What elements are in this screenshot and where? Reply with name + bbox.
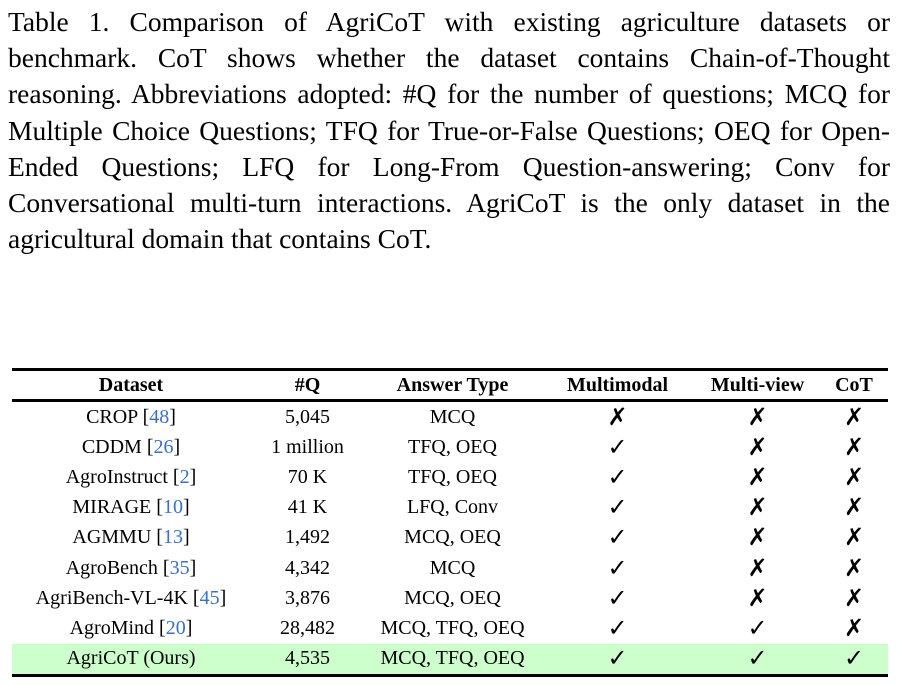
header-row: Dataset #Q Answer Type Multimodal Multi-… <box>12 369 888 401</box>
answer-type: MCQ, TFQ, OEQ <box>380 616 525 639</box>
dataset-name: AgriBench-VL-4K <box>35 586 188 609</box>
multiview-mark: ✓ <box>747 615 768 642</box>
dataset-name: MIRAGE <box>72 496 152 519</box>
dataset-name: CDDM <box>81 435 142 458</box>
multiview-mark: ✗ <box>747 585 768 612</box>
dataset-cell: AgriBench-VL-4K [45] <box>35 586 227 609</box>
header-multimodal: Multimodal <box>566 373 669 396</box>
citation-link[interactable]: 48 <box>149 405 170 428</box>
cot-mark: ✗ <box>843 434 865 461</box>
q-count: 41 K <box>287 496 328 519</box>
multimodal-mark: ✓ <box>607 495 628 522</box>
multimodal-mark: ✓ <box>607 525 628 552</box>
multiview-mark: ✗ <box>747 404 768 431</box>
table-row: AgroInstruct [2] 70 K TFQ, OEQ ✓ ✗ ✗ <box>12 462 888 492</box>
multiview-mark: ✗ <box>747 525 768 552</box>
multimodal-mark: ✓ <box>607 434 628 461</box>
cot-mark: ✗ <box>843 464 865 491</box>
comparison-table: Dataset #Q Answer Type Multimodal Multi-… <box>12 368 888 677</box>
q-count: 1 million <box>271 435 344 458</box>
citation-link[interactable]: 2 <box>179 465 190 488</box>
cot-mark: ✗ <box>843 585 865 612</box>
cot-mark: ✗ <box>843 525 865 552</box>
dataset-name: AgriCoT (Ours) <box>66 647 196 670</box>
table-row: AgroMind [20] 28,482 MCQ, TFQ, OEQ ✓ ✓ ✗ <box>12 613 888 643</box>
citation-link[interactable]: 10 <box>162 496 183 519</box>
answer-type: LFQ, Conv <box>406 496 499 519</box>
citation-link[interactable]: 45 <box>199 586 220 609</box>
cot-mark: ✗ <box>843 615 865 642</box>
multiview-mark: ✓ <box>747 646 768 673</box>
dataset-name: AgroBench <box>65 556 158 579</box>
q-count: 3,876 <box>285 586 330 609</box>
dataset-cell: MIRAGE [10] <box>72 496 190 519</box>
header-q: #Q <box>294 373 321 396</box>
dataset-cell: AgroBench [35] <box>65 556 197 579</box>
q-count: 28,482 <box>280 616 335 639</box>
multiview-mark: ✗ <box>747 464 768 491</box>
dataset-cell: AgroMind [20] <box>69 616 193 639</box>
cot-mark: ✗ <box>843 495 865 522</box>
multimodal-mark: ✓ <box>607 464 628 491</box>
q-count: 1,492 <box>285 526 330 549</box>
cot-mark: ✓ <box>843 646 865 673</box>
dataset-cell: CROP [48] <box>86 405 176 428</box>
multimodal-mark: ✓ <box>607 615 628 642</box>
header-dataset: Dataset <box>98 373 164 396</box>
multimodal-mark: ✓ <box>607 585 628 612</box>
cot-mark: ✗ <box>843 555 865 582</box>
table-row: CDDM [26] 1 million TFQ, OEQ ✓ ✗ ✗ <box>12 432 888 462</box>
table-row: AGMMU [13] 1,492 MCQ, OEQ ✓ ✗ ✗ <box>12 523 888 553</box>
dataset-name: CROP <box>86 405 138 428</box>
table-row: AgriBench-VL-4K [45] 3,876 MCQ, OEQ ✓ ✗ ✗ <box>12 583 888 613</box>
cot-mark: ✗ <box>843 404 865 431</box>
answer-type: MCQ, TFQ, OEQ <box>380 647 525 670</box>
q-count: 5,045 <box>285 405 330 428</box>
answer-type: TFQ, OEQ <box>408 435 497 458</box>
multimodal-mark: ✓ <box>607 555 628 582</box>
dataset-name: AgroInstruct <box>65 465 168 488</box>
dataset-cell: AGMMU [13] <box>72 526 190 549</box>
multiview-mark: ✗ <box>747 495 768 522</box>
citation-link[interactable]: 13 <box>162 526 183 549</box>
multimodal-mark: ✗ <box>607 404 628 431</box>
dataset-cell: CDDM [26] <box>81 435 181 458</box>
answer-type: MCQ, OEQ <box>404 526 501 549</box>
multimodal-mark: ✓ <box>607 646 628 673</box>
q-count: 70 K <box>287 465 328 488</box>
multiview-mark: ✗ <box>747 555 768 582</box>
header-answer-type: Answer Type <box>396 373 509 396</box>
dataset-cell: AgroInstruct [2] <box>65 465 197 488</box>
q-count: 4,535 <box>285 647 330 670</box>
citation-link[interactable]: 20 <box>165 616 186 639</box>
table-row: CROP [48] 5,045 MCQ ✗ ✗ ✗ <box>12 401 888 433</box>
answer-type: MCQ, OEQ <box>404 586 501 609</box>
answer-type: TFQ, OEQ <box>408 465 497 488</box>
header-multiview: Multi-view <box>710 373 805 396</box>
dataset-name: AgroMind <box>69 616 155 639</box>
answer-type: MCQ <box>429 556 476 579</box>
table-row: AgroBench [35] 4,342 MCQ ✓ ✗ ✗ <box>12 553 888 583</box>
dataset-cell: AgriCoT (Ours) <box>12 644 250 676</box>
citation-link[interactable]: 26 <box>153 435 174 458</box>
table-caption: Table 1. Comparison of AgriCoT with exis… <box>8 6 890 255</box>
table-row: AgriCoT (Ours) 4,535 MCQ, TFQ, OEQ ✓ ✓ ✓ <box>12 643 888 676</box>
multiview-mark: ✗ <box>747 434 768 461</box>
citation-link[interactable]: 35 <box>169 556 190 579</box>
table-row: MIRAGE [10] 41 K LFQ, Conv ✓ ✗ ✗ <box>12 493 888 523</box>
dataset-name: AGMMU <box>72 526 152 549</box>
header-cot: CoT <box>835 373 873 396</box>
q-count: 4,342 <box>285 556 330 579</box>
answer-type: MCQ <box>429 405 476 428</box>
